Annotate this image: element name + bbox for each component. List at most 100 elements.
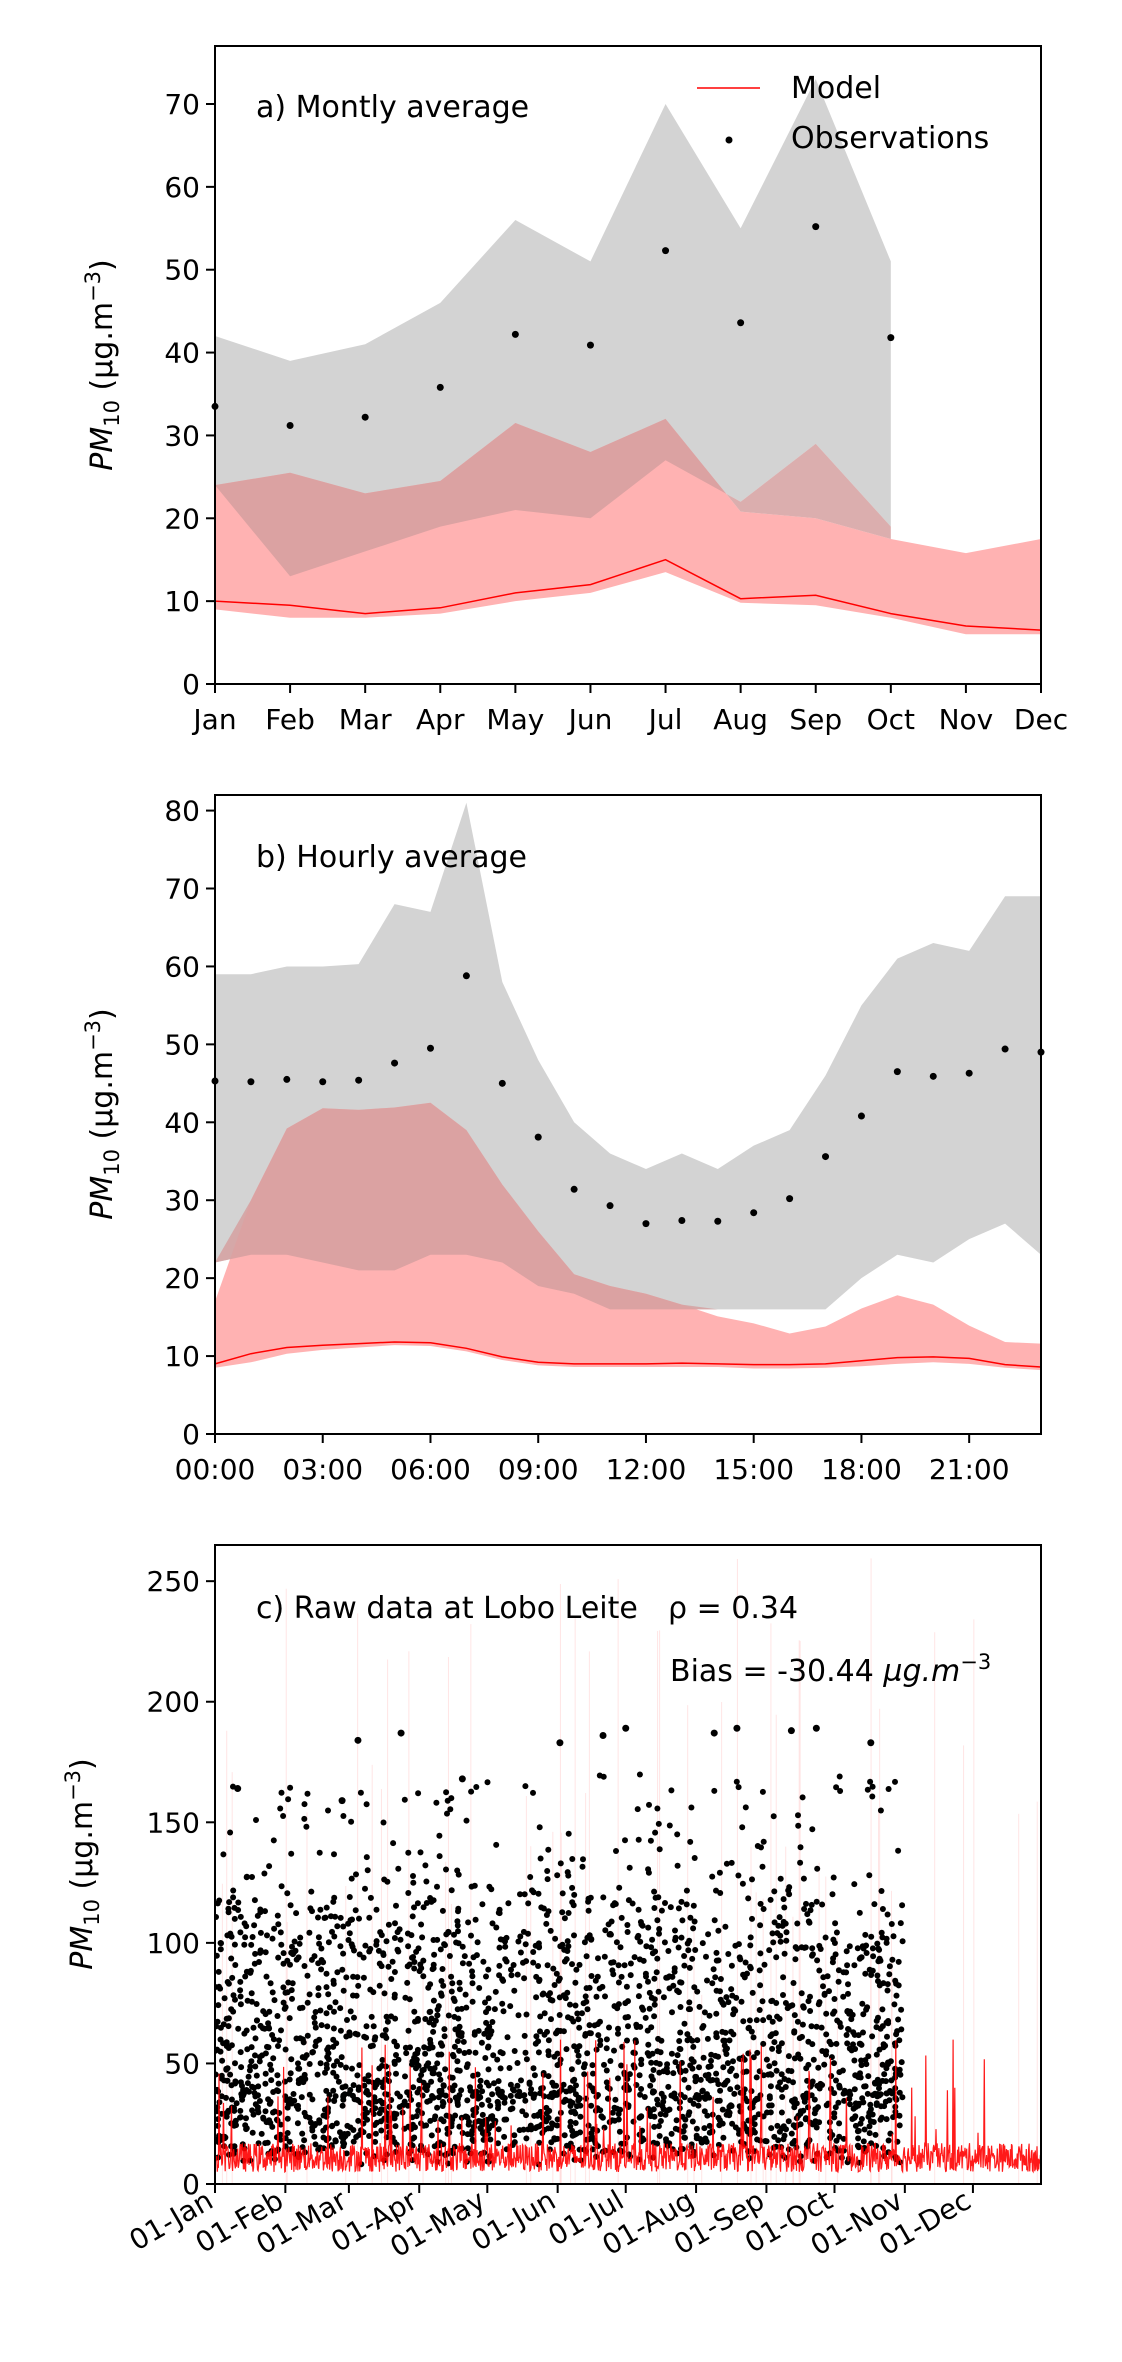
observation-point	[722, 2079, 729, 2086]
observation-point	[812, 223, 820, 231]
observation-point	[567, 2001, 573, 2008]
observation-point	[692, 1947, 699, 1953]
observation-point	[653, 1969, 660, 1976]
observation-point	[750, 1209, 758, 1217]
observation-point	[667, 1904, 674, 1911]
observation-point	[746, 2017, 753, 2024]
observation-point	[490, 2052, 497, 2059]
observation-point	[470, 1954, 477, 1961]
observation-point	[730, 2058, 736, 2065]
observation-point	[805, 1918, 812, 1925]
observation-point	[869, 1793, 876, 1800]
observation-point	[395, 1948, 402, 1955]
observation-point	[521, 1891, 528, 1898]
observation-point	[886, 1971, 893, 1978]
observation-point	[485, 2066, 492, 2073]
panel-a-y-tick-label: 50	[164, 254, 200, 287]
observation-point	[261, 1870, 268, 1877]
observation-point	[785, 2053, 792, 2060]
observation-point	[766, 2014, 773, 2021]
observation-point	[248, 2044, 255, 2051]
observation-point	[790, 1980, 797, 1986]
observation-point	[837, 1788, 844, 1794]
observation-point	[561, 1915, 568, 1922]
panel-c-y-tick-label: 150	[147, 1806, 200, 1839]
observation-point	[335, 2078, 342, 2085]
observation-point	[244, 1997, 251, 2004]
observation-point	[813, 1898, 820, 1905]
observation-point	[618, 1914, 625, 1921]
observation-point	[569, 1961, 575, 1968]
observation-point	[610, 1971, 617, 1978]
observation-point	[306, 2091, 313, 2098]
panel-a-x-tick-label: May	[486, 703, 544, 736]
observation-point	[638, 2086, 645, 2092]
observation-point	[565, 1910, 572, 1916]
observation-point	[352, 1907, 359, 1914]
observation-point	[621, 1962, 628, 1969]
observation-point	[427, 2008, 434, 2015]
observation-point	[892, 1977, 899, 1984]
observation-point	[766, 2063, 773, 2070]
observation-point	[839, 2067, 846, 2074]
observation-point	[429, 1966, 436, 1973]
observation-point	[298, 2094, 305, 2101]
observation-point	[415, 2107, 422, 2114]
observation-point	[545, 1846, 552, 1853]
observation-point	[657, 2111, 664, 2118]
observation-point	[747, 1942, 754, 1949]
panel-b-x-tick-label: 21:00	[929, 1453, 1010, 1486]
observation-point	[826, 1988, 832, 1995]
observation-point	[331, 1933, 338, 1940]
observation-point	[641, 2094, 648, 2100]
observation-point	[577, 2102, 584, 2109]
observation-point	[448, 1988, 455, 1995]
observation-point	[348, 1875, 355, 1882]
observation-point	[356, 2062, 363, 2069]
panel-c-y-tick-label: 250	[147, 1565, 200, 1598]
observation-point	[690, 2100, 697, 2107]
observation-point	[898, 2059, 905, 2066]
observation-point	[451, 2082, 458, 2089]
observation-point	[413, 1948, 420, 1955]
observation-point	[366, 2133, 373, 2139]
observation-point	[361, 2114, 368, 2120]
observation-point	[666, 1985, 673, 1992]
observation-point	[439, 2091, 446, 2098]
observation-point	[571, 1891, 578, 1898]
observation-point	[832, 2104, 839, 2111]
observations-scatter	[215, 1724, 906, 2168]
observation-point	[557, 1860, 564, 1867]
panel-b-x-tick-label: 03:00	[282, 1453, 363, 1486]
panel-c-raw-data: 05010015020025001-Jan01-Feb01-Mar01-Apr0…	[61, 1544, 1042, 2264]
observation-point	[814, 1865, 821, 1872]
model-series-line	[214, 558, 1042, 631]
observation-point	[282, 2046, 289, 2053]
observation-point	[334, 2058, 340, 2065]
observation-point	[286, 2076, 293, 2083]
observation-point	[782, 2084, 789, 2090]
observation-point	[245, 2073, 252, 2080]
observation-point	[775, 2137, 782, 2144]
observation-point	[713, 2030, 720, 2037]
observation-point	[478, 2039, 485, 2046]
observation-point	[250, 2111, 257, 2118]
observation-point	[523, 2056, 530, 2063]
observation-point	[668, 2130, 675, 2137]
observation-point	[876, 1946, 883, 1953]
observation-point	[465, 1919, 472, 1926]
observation-point	[597, 2107, 604, 2114]
observation-point	[816, 2085, 823, 2092]
observation-point	[324, 2023, 331, 2030]
observation-point	[264, 2043, 270, 2050]
observation-point	[312, 2043, 319, 2049]
observation-point	[436, 383, 444, 391]
observation-point	[243, 1873, 250, 1880]
observation-point	[644, 2027, 651, 2034]
observation-point	[670, 2070, 677, 2077]
observation-point	[231, 1915, 238, 1922]
observation-point	[688, 1804, 695, 1811]
observation-point	[237, 1978, 244, 1985]
observation-point	[348, 1941, 355, 1948]
observation-point	[833, 2040, 840, 2047]
